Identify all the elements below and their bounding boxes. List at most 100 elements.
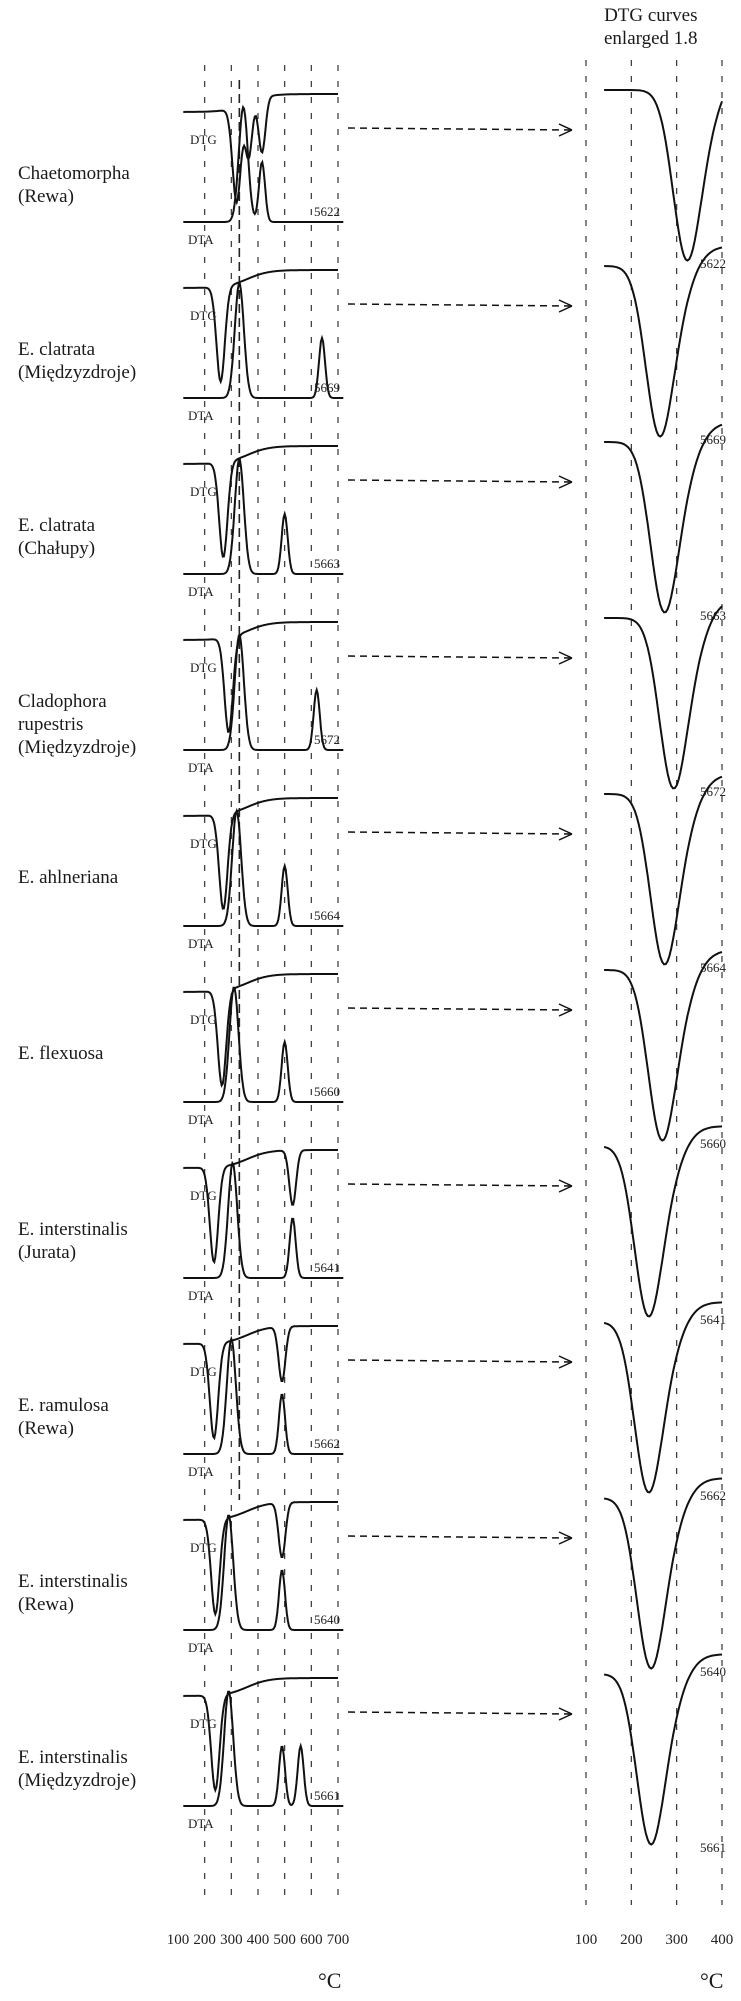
right-tick-400: 400 (711, 1932, 734, 1948)
sample-code-left-5663: 5663 (314, 556, 340, 571)
sample-code-left-5661: 5661 (314, 1788, 340, 1803)
left-tick-500: 500 (273, 1932, 296, 1948)
connector-arrowhead-5660 (558, 1003, 573, 1017)
connector-arrowhead-5669 (558, 299, 573, 313)
connector-arrows (347, 123, 573, 1721)
connector-arrowhead-5622 (558, 123, 573, 137)
enlarged-dtg-curve-5663 (604, 423, 723, 614)
connector-arrowhead-5662 (558, 1355, 573, 1369)
dtg-label-5640: DTG (190, 1540, 217, 1555)
connector-arrowhead-5664 (558, 827, 573, 841)
dtg-label-5660: DTG (190, 1012, 217, 1027)
sample-group-5640: DTG DTA 5640 5640 (183, 1477, 726, 1679)
dtg-curve-5640 (183, 1501, 338, 1618)
dtg-label-5664: DTG (190, 836, 217, 851)
sample-name-5663: E. clatrata (Chałupy) (18, 515, 96, 559)
sample-code-right-5672: 5672 (700, 784, 726, 799)
enlarged-dtg-curve-5641 (603, 1125, 723, 1318)
left-tick-100: 100 (167, 1932, 190, 1948)
left-axis-unit: °C (318, 1968, 342, 1993)
sample-name-5661: E. interstinalis (Międzyzdroje) (18, 1747, 137, 1791)
sample-code-left-5669: 5669 (314, 380, 340, 395)
sample-group-5661: DTG DTA 5661 5661 (183, 1653, 726, 1855)
connector-line-5640 (347, 1535, 573, 1539)
connector-line-5641 (347, 1183, 573, 1187)
dtg-curve-5662 (183, 1325, 338, 1441)
enlarged-dtg-curve-5661 (603, 1653, 723, 1846)
sample-code-left-5672: 5672 (314, 732, 340, 747)
sample-group-5622: DTG DTA 5622 5622 (183, 89, 726, 271)
sample-code-left-5662: 5662 (314, 1436, 340, 1451)
sample-name-5669: E. clatrata (Międzyzdroje) (18, 339, 137, 383)
sample-code-right-5662: 5662 (700, 1488, 726, 1503)
dta-label-5663: DTA (188, 584, 214, 599)
connector-arrowhead-5640 (558, 1531, 573, 1545)
dtg-label-5661: DTG (190, 1716, 217, 1731)
dtg-label-5641: DTG (190, 1188, 217, 1203)
sample-code-right-5641: 5641 (700, 1312, 726, 1327)
sample-name-5622: Chaetomorpha (Rewa) (18, 163, 130, 207)
sample-name-5672: Cladophora rupestris (Międzyzdroje) (18, 691, 137, 758)
enlarged-dtg-curve-5669 (604, 246, 723, 438)
dtg-label-5662: DTG (190, 1364, 217, 1379)
dtg-label-5669: DTG (190, 308, 217, 323)
tick-labels: 100 200 300 400 500 600 700 100 200 300 400 (167, 1932, 734, 1948)
gridlines (204, 60, 723, 1905)
connector-line-5622 (347, 127, 573, 131)
connector-arrowhead-5641 (558, 1179, 573, 1193)
dta-label-5640: DTA (188, 1640, 214, 1655)
dtg-curve-5641 (183, 1149, 338, 1265)
dta-label-5672: DTA (188, 760, 214, 775)
left-tick-400: 400 (247, 1932, 270, 1948)
right-tick-200: 200 (620, 1932, 643, 1948)
sample-group-5660: DTG DTA 5660 5660 (183, 951, 726, 1151)
sample-code-right-5661: 5661 (700, 1840, 726, 1855)
sample-code-left-5641: 5641 (314, 1260, 340, 1275)
sample-name-5662: E. ramulosa (Rewa) (18, 1395, 109, 1439)
sample-group-5662: DTG DTA 5662 5662 (183, 1301, 726, 1503)
sample-name-5640: E. interstinalis (Rewa) (18, 1571, 128, 1615)
left-tick-300: 300 (220, 1932, 243, 1948)
curves: DTG DTA 5622 5622 DTG DTA 5669 5669 DTG DTA 5663 56… (183, 89, 727, 1855)
enlarged-dtg-curve-5664 (604, 775, 723, 966)
left-tick-200: 200 (193, 1932, 216, 1948)
connector-line-5660 (347, 1007, 573, 1011)
dta-label-5664: DTA (188, 936, 214, 951)
dta-curve-5660 (183, 986, 344, 1103)
sample-code-left-5664: 5664 (314, 908, 341, 923)
sample-code-right-5660: 5660 (700, 1136, 726, 1151)
right-tick-300: 300 (665, 1932, 688, 1948)
dtg-curve-5672 (183, 621, 338, 733)
dtg-curve-5622 (183, 93, 338, 206)
dta-curve-5661 (183, 1690, 344, 1807)
dtg-curve-5660 (183, 973, 338, 1088)
sample-code-right-5669: 5669 (700, 432, 726, 447)
dta-label-5669: DTA (188, 408, 214, 423)
sample-code-right-5622: 5622 (700, 256, 726, 271)
sample-name-5660: E. flexuosa (18, 1043, 104, 1064)
enlarged-dtg-caption: DTG curves enlarged 1.8 (604, 4, 698, 50)
sample-name-5641: E. interstinalis (Jurata) (18, 1219, 128, 1263)
dta-curve-5663 (183, 458, 344, 575)
left-tick-700: 700 (327, 1932, 350, 1948)
sample-group-5672: DTG DTA 5672 5672 (183, 605, 726, 799)
sample-code-left-5622: 5622 (314, 204, 340, 219)
sample-code-left-5660: 5660 (314, 1084, 340, 1099)
connector-arrowhead-5661 (558, 1707, 573, 1721)
sample-code-right-5663: 5663 (700, 608, 726, 623)
dtg-label-5663: DTG (190, 484, 217, 499)
enlarged-dtg-curve-5660 (604, 951, 723, 1142)
dta-curve-5672 (183, 634, 344, 751)
connector-arrowhead-5672 (558, 651, 573, 665)
dta-curve-5662 (183, 1335, 344, 1455)
dta-curve-5664 (183, 807, 344, 927)
connector-line-5662 (347, 1359, 573, 1363)
enlarged-dtg-curve-5622 (604, 89, 723, 262)
caption-line-1: DTG curves (604, 5, 698, 26)
dtg-label-5672: DTG (190, 660, 217, 675)
right-axis-unit: °C (700, 1968, 724, 1993)
right-tick-100: 100 (575, 1932, 598, 1948)
dtg-label-5622: DTG (190, 132, 217, 147)
dta-curve-5640 (183, 1514, 344, 1631)
